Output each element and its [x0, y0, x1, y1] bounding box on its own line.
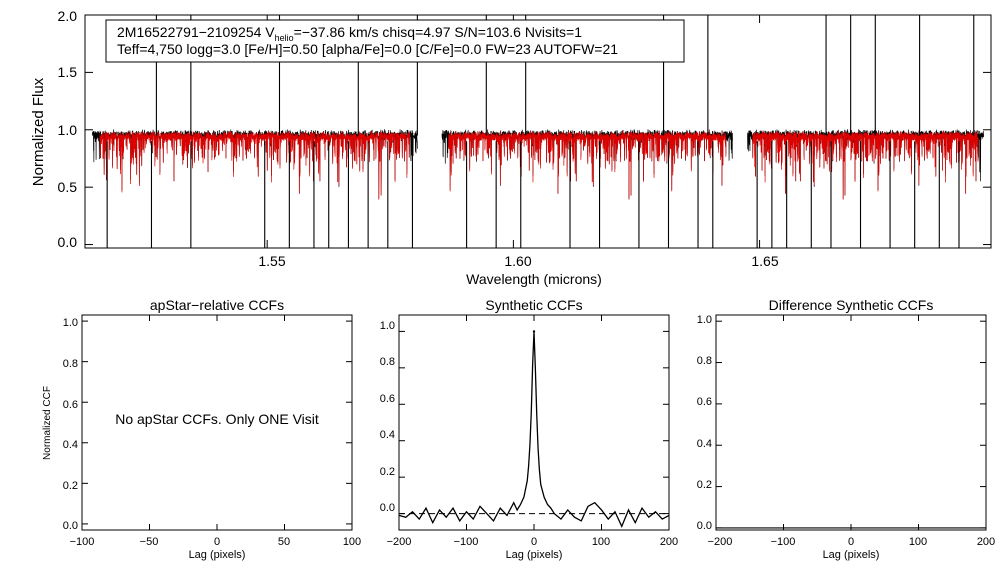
apstar-ccf-panel: apStar−relative CCFs 0.0 0.2 0.4 0.6 0.8… — [42, 297, 361, 561]
spectrum-panel: 0.0 0.5 1.0 1.5 2.0 1.55 1.60 1.65 Wavel… — [30, 8, 992, 287]
synthetic-xtick-label: −100 — [454, 536, 479, 548]
difference-ytick-label: 0.8 — [697, 355, 712, 367]
difference-ccf-panel: Difference Synthetic CCFs 0.0 0.2 0.4 0.… — [697, 297, 995, 561]
difference-xtick-label: 100 — [909, 536, 927, 548]
spectrum-ytick-label: 1.0 — [58, 122, 78, 138]
synthetic-ccf-line — [398, 331, 670, 528]
apstar-ytick-label: 0.4 — [63, 439, 78, 451]
spectrum-ytick-label: 1.5 — [58, 64, 78, 80]
synthetic-ytick-label: 0.6 — [380, 393, 395, 405]
synthetic-xtick-label: 200 — [660, 536, 678, 548]
synthetic-ytick-label: 1.0 — [380, 320, 395, 332]
header-star-id: 2M16522791−2109254 V — [117, 24, 275, 40]
difference-ytick-label: 0.6 — [697, 396, 712, 408]
spectrum-ytick-label: 0.0 — [58, 234, 78, 250]
synthetic-ytick-label: 0.8 — [380, 356, 395, 368]
synthetic-title: Synthetic CCFs — [485, 297, 582, 313]
synthetic-ccf-traces — [398, 330, 670, 528]
spectrum-model-line — [448, 131, 727, 200]
synthetic-ytick-label: 0.4 — [380, 429, 395, 441]
synthetic-ccf-panel: Synthetic CCFs 0.0 0.2 0.4 0.6 0.8 1.0 −… — [380, 297, 678, 561]
synthetic-ytick-label: 0.0 — [380, 502, 395, 514]
header-helio-subscript: helio — [275, 33, 294, 43]
difference-xtick-label: 0 — [848, 536, 854, 548]
apstar-ytick-label: 0.0 — [63, 520, 78, 532]
spectrum-ytick-label: 2.0 — [58, 8, 78, 24]
apstar-xtick-label: −100 — [70, 536, 95, 548]
difference-ytick-label: 0.4 — [697, 438, 712, 450]
synthetic-xtick-label: 0 — [531, 536, 537, 548]
apstar-ticks — [81, 315, 353, 530]
apstar-no-data-message: No apStar CCFs. Only ONE Visit — [115, 411, 319, 427]
difference-ytick-label: 1.0 — [697, 314, 712, 326]
spectrum-header-line1: 2M16522791−2109254 Vhelio=−37.86 km/s ch… — [117, 24, 582, 43]
apstar-ytick-label: 0.2 — [63, 480, 78, 492]
synthetic-xlabel: Lag (pixels) — [506, 549, 563, 561]
difference-xlabel: Lag (pixels) — [823, 549, 880, 561]
apstar-title: apStar−relative CCFs — [150, 297, 284, 313]
spectrum-model-line — [752, 131, 979, 200]
spectrum-ticks — [85, 14, 991, 248]
spectrum-model-line — [99, 131, 411, 200]
spectrum-ylabel: Normalized Flux — [30, 77, 47, 186]
spectrum-header-line2: Teff=4,750 logg=3.0 [Fe/H]=0.50 [alpha/F… — [117, 41, 618, 57]
spectrum-xtick-label: 1.65 — [751, 253, 778, 269]
spectrum-xlabel: Wavelength (microns) — [466, 271, 602, 287]
apstar-ytick-label: 0.6 — [63, 399, 78, 411]
apstar-xtick-label: 50 — [278, 536, 290, 548]
spectrum-ytick-label: 0.5 — [58, 179, 78, 195]
synthetic-ytick-label: 0.2 — [380, 466, 395, 478]
apstar-xtick-label: 100 — [343, 536, 361, 548]
difference-ytick-label: 0.0 — [697, 520, 712, 532]
difference-frame — [715, 314, 987, 531]
spectrum-frame — [84, 14, 992, 249]
apstar-xtick-label: −50 — [140, 536, 159, 548]
difference-title: Difference Synthetic CCFs — [769, 297, 934, 313]
apstar-ytick-label: 1.0 — [63, 317, 78, 329]
apstar-ylabel: Normalized CCF — [42, 386, 53, 460]
difference-xtick-label: −100 — [771, 536, 796, 548]
apstar-xtick-label: 0 — [214, 536, 220, 548]
difference-ticks — [715, 315, 987, 530]
synthetic-ticks — [398, 315, 670, 530]
header-star-stats: =−37.86 km/s chisq=4.97 S/N=103.6 Nvisit… — [294, 24, 583, 40]
synthetic-xtick-label: 100 — [592, 536, 610, 548]
apstar-ytick-label: 0.8 — [63, 358, 78, 370]
synthetic-ccf-peak — [532, 330, 536, 333]
difference-ytick-label: 0.2 — [697, 479, 712, 491]
spectrum-header-box — [105, 19, 685, 63]
difference-xtick-label: −200 — [708, 536, 733, 548]
spectrum-xtick-label: 1.60 — [504, 253, 531, 269]
apstar-xlabel: Lag (pixels) — [189, 549, 246, 561]
difference-xtick-label: 200 — [977, 536, 995, 548]
synthetic-xtick-label: −200 — [387, 536, 412, 548]
spectrum-xtick-label: 1.55 — [258, 253, 285, 269]
